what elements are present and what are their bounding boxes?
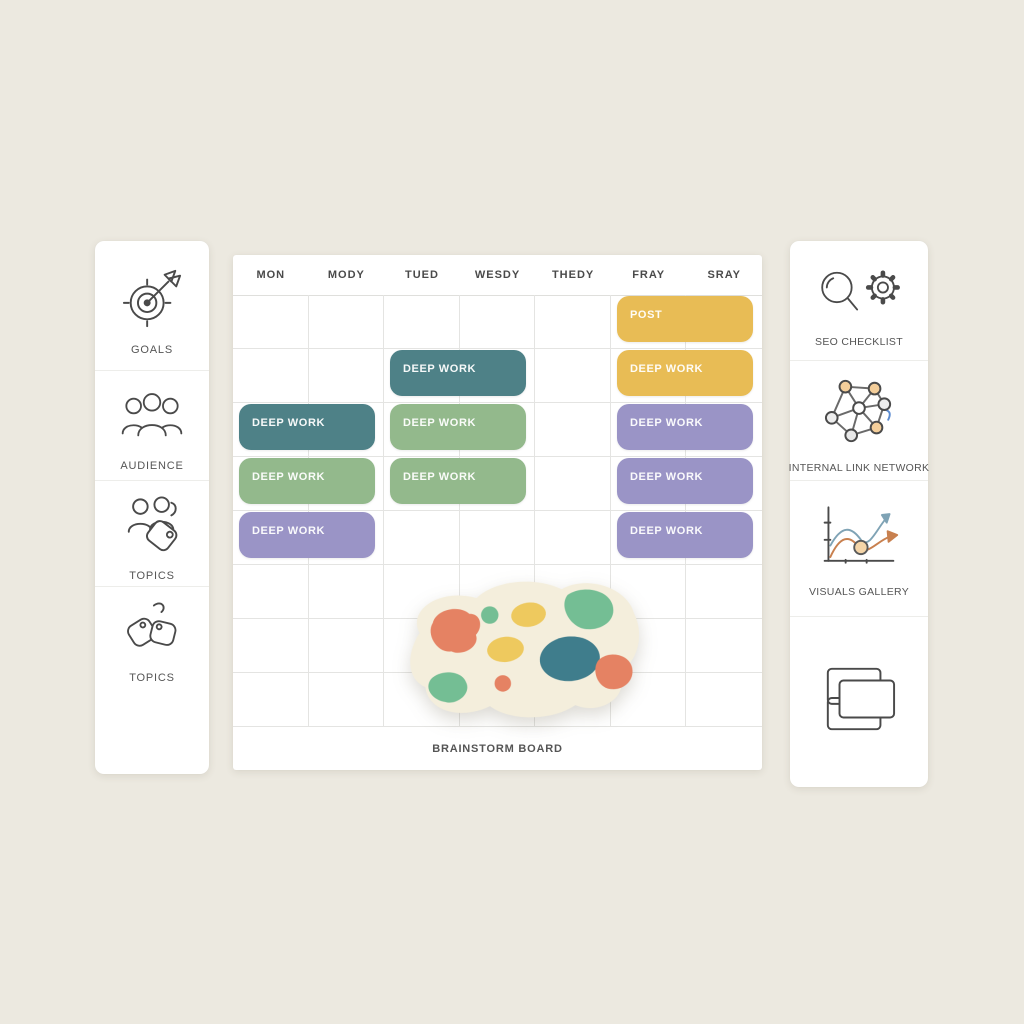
- calendar-cell[interactable]: [308, 511, 385, 565]
- event-block-post[interactable]: POST: [617, 296, 753, 342]
- day-header-fray: FRAY: [632, 269, 666, 281]
- sidebar-item-label: AUDIENCE: [120, 460, 184, 472]
- day-header-sray: SRAY: [707, 269, 742, 281]
- calendar-cell[interactable]: [459, 403, 536, 457]
- weekly-calendar-board: MON MODY TUED WESDY THEDY FRAY SRAY DEEP WORK D…: [233, 255, 762, 770]
- calendar-cell[interactable]: [686, 349, 762, 403]
- calendar-cell[interactable]: [384, 295, 460, 349]
- day-header-thedy: THEDY: [551, 269, 595, 281]
- calendar-cell[interactable]: [610, 619, 687, 673]
- sidebar-item-seo-checklist[interactable]: SEO CHECKLIST: [790, 241, 928, 361]
- sidebar-item-internal-link-network[interactable]: INTERNAL LINK NETWORK: [788, 361, 930, 481]
- calendar-cell[interactable]: [308, 295, 385, 349]
- sidebar-item-visuals-gallery[interactable]: VISUALS GALLERY: [790, 481, 928, 617]
- brainstorm-board-blob[interactable]: [390, 565, 647, 730]
- sidebar-item-goals[interactable]: GOALS: [95, 241, 209, 371]
- calendar-cell[interactable]: [535, 403, 611, 457]
- calendar-cell[interactable]: [686, 511, 762, 565]
- event-block-deep-work[interactable]: DEEP WORK: [239, 512, 375, 558]
- link-network-icon: [820, 375, 898, 452]
- day-header-mon: MON: [256, 269, 286, 281]
- calendar-cell[interactable]: [686, 403, 762, 457]
- sidebar-item-topics-people[interactable]: TOPICS: [95, 481, 209, 587]
- calendar-cell[interactable]: [610, 565, 687, 619]
- calendar-cell[interactable]: [686, 673, 762, 727]
- calendar-cell[interactable]: [308, 403, 385, 457]
- day-header-mody: MODY: [327, 269, 365, 281]
- sidebar-item-label: INTERNAL LINK NETWORK: [788, 462, 930, 474]
- calendar-cell[interactable]: [686, 295, 762, 349]
- day-header-row: MON MODY TUED WESDY THEDY FRAY SRAY: [233, 255, 762, 296]
- sidebar-item-label: TOPICS: [129, 570, 175, 582]
- calendar-cell[interactable]: [384, 511, 460, 565]
- event-block-deep-work[interactable]: DEEP WORK: [390, 404, 526, 450]
- sidebar-item-audience[interactable]: AUDIENCE: [95, 371, 209, 481]
- sidebar-item-topics-tags[interactable]: TOPICS: [95, 587, 209, 774]
- calendar-cell[interactable]: [610, 673, 687, 727]
- left-sidebar: GOALS AUDIENCE: [95, 241, 209, 774]
- calendar-cell[interactable]: [459, 295, 536, 349]
- calendar-cell[interactable]: [233, 349, 309, 403]
- calendar-cell[interactable]: [233, 295, 309, 349]
- calendar-cell[interactable]: [308, 349, 385, 403]
- event-block-deep-work[interactable]: DEEP WORK: [239, 458, 375, 504]
- calendar-cell[interactable]: [686, 457, 762, 511]
- calendar-cell[interactable]: [308, 619, 385, 673]
- sidebar-item-label: VISUALS GALLERY: [808, 586, 910, 598]
- seo-search-gear-icon: [813, 265, 905, 326]
- calendar-cell[interactable]: [459, 457, 536, 511]
- day-header-tued: TUED: [404, 269, 439, 281]
- calendar-cell[interactable]: [459, 511, 536, 565]
- calendar-cell[interactable]: [535, 457, 611, 511]
- event-block-deep-work[interactable]: DEEP WORK: [617, 404, 753, 450]
- event-block-deep-work[interactable]: DEEP WORK: [617, 512, 753, 558]
- right-sidebar: SEO CHECKLIST: [788, 241, 930, 787]
- event-block-deep-work[interactable]: DEEP WORK: [239, 404, 375, 450]
- board-footer-label: BRAINSTORM BOARD: [432, 743, 563, 755]
- event-block-deep-work[interactable]: DEEP WORK: [390, 350, 526, 396]
- calendar-cell[interactable]: [308, 565, 385, 619]
- topics-tags-icon: [122, 599, 182, 662]
- sidebar-item-label: SEO CHECKLIST: [815, 336, 903, 348]
- day-header-wesdy: WESDY: [474, 269, 521, 281]
- event-block-deep-work[interactable]: DEEP WORK: [617, 350, 753, 396]
- event-blocks-layer: DEEP WORK DEEP WORK DEEP WORK DEEP WORK DEEP…: [233, 255, 762, 727]
- event-block-deep-work[interactable]: DEEP WORK: [390, 458, 526, 504]
- calendar-cell[interactable]: [233, 673, 309, 727]
- sidebar-item-label: TOPICS: [129, 672, 175, 684]
- chart-trend-icon: [817, 501, 901, 576]
- calendar-cell[interactable]: [308, 457, 385, 511]
- calendar-cell[interactable]: [535, 349, 611, 403]
- calendar-cell[interactable]: [535, 511, 611, 565]
- calendar-cell[interactable]: [308, 673, 385, 727]
- calendar-cell[interactable]: [686, 565, 762, 619]
- calendar-cell[interactable]: [459, 349, 536, 403]
- gallery-cards-icon: [818, 661, 900, 742]
- calendar-cell[interactable]: [233, 565, 309, 619]
- calendar-cell[interactable]: [535, 295, 611, 349]
- calendar-cell[interactable]: [233, 619, 309, 673]
- topics-people-tag-icon: [121, 495, 183, 560]
- sidebar-item-label: GOALS: [131, 344, 173, 356]
- sidebar-item-gallery-cards[interactable]: [790, 617, 928, 787]
- goals-target-arrow-icon: [121, 267, 183, 334]
- audience-people-icon: [119, 389, 185, 450]
- event-block-deep-work[interactable]: DEEP WORK: [617, 458, 753, 504]
- calendar-cell[interactable]: [686, 619, 762, 673]
